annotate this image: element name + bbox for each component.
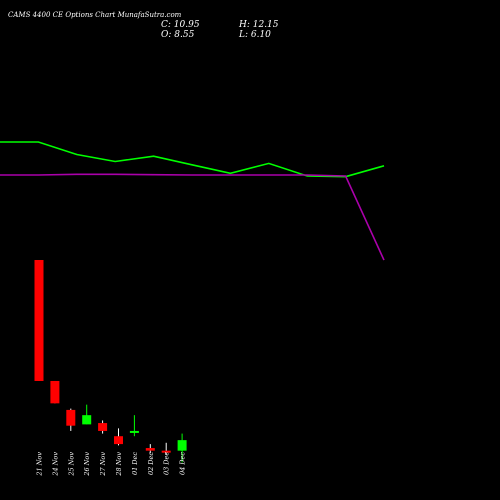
x-tick-label: 01 Dec	[131, 452, 139, 475]
candle-body	[50, 380, 60, 404]
x-tick-label: 25 Nov	[67, 452, 75, 477]
candle-body	[161, 450, 171, 453]
candle-body	[82, 415, 92, 425]
candle-body	[177, 440, 187, 451]
candle-26-nov	[82, 404, 92, 425]
indicator-lines	[0, 141, 385, 261]
candle-01-dec	[129, 415, 139, 437]
candle-body	[145, 448, 155, 451]
x-axis-labels: 21 Nov 24 Nov 25 Nov 26 Nov 27 Nov 28 Nov 01 D…	[36, 452, 187, 477]
candle-27-nov	[98, 420, 108, 434]
x-tick-label: 24 Nov	[51, 452, 59, 477]
candle-body	[34, 260, 44, 381]
candle-03-dec	[161, 442, 171, 455]
candle-21-nov	[34, 260, 44, 381]
candle-body	[129, 430, 139, 433]
candle-body	[98, 423, 108, 431]
candles	[34, 260, 187, 463]
x-tick-label: 26 Nov	[83, 452, 91, 477]
low-readout: L: 6.10	[238, 30, 271, 40]
high-readout: H: 12.15	[238, 20, 279, 30]
open-readout: O: 8.55	[161, 30, 195, 40]
indicator-line-1	[0, 141, 385, 178]
candle-04-dec	[177, 433, 187, 463]
x-tick-label: 27 Nov	[99, 452, 107, 477]
candle-25-nov	[66, 408, 76, 431]
candle-body	[66, 409, 76, 426]
x-tick-label: 02 Dec	[147, 452, 155, 475]
chart-title: CAMS 4400 CE Options Chart MunafaSutra.c…	[8, 11, 182, 19]
indicator-line-2	[0, 173, 385, 261]
x-tick-label: 28 Nov	[115, 452, 123, 477]
candle-24-nov	[50, 380, 60, 404]
candle-28-nov	[114, 428, 123, 446]
x-tick-label: 04 Dec	[179, 452, 187, 475]
x-tick-label: 03 Dec	[163, 452, 171, 475]
close-readout: C: 10.95	[161, 20, 200, 30]
x-tick-label: 21 Nov	[36, 452, 44, 477]
candle-body	[114, 436, 123, 445]
candle-02-dec	[145, 444, 155, 454]
